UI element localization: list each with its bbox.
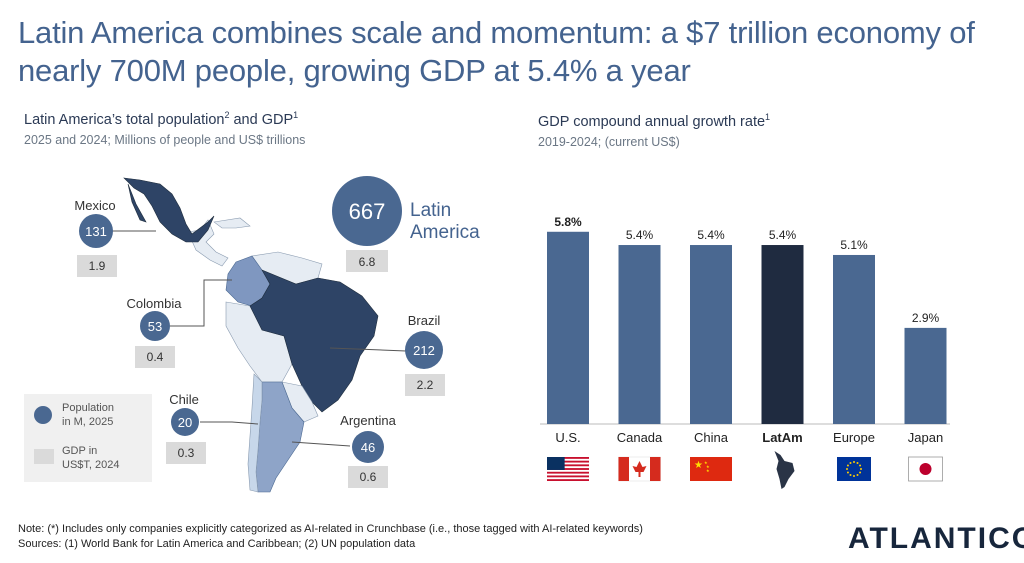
chile-connector bbox=[200, 421, 259, 425]
svg-text:★: ★ bbox=[694, 460, 703, 471]
bar-europe bbox=[833, 254, 875, 424]
svg-text:★: ★ bbox=[706, 468, 710, 473]
legend-population-line1: Population bbox=[62, 402, 114, 414]
bar-japan bbox=[904, 327, 947, 424]
map-connectors bbox=[112, 230, 407, 447]
argentina-gdp-box bbox=[348, 466, 388, 488]
latin-america-map bbox=[123, 177, 379, 493]
footer-sources: Sources: (1) World Bank for Latin Americ… bbox=[18, 538, 416, 550]
bar-value-label-europe: 5.1% bbox=[840, 238, 868, 252]
caribbean-shape bbox=[213, 217, 251, 229]
mexico-gdp-box bbox=[77, 255, 117, 277]
atlantico-logo: ATLANTICO bbox=[848, 522, 1024, 555]
chile-population-value: 20 bbox=[178, 415, 192, 430]
brazil-connector bbox=[329, 347, 407, 352]
argentina-population-value: 46 bbox=[361, 440, 375, 455]
chart-title-sup: 1 bbox=[765, 112, 771, 123]
bar-value-label-u-s: 5.8% bbox=[554, 215, 582, 229]
chile-gdp-box bbox=[166, 442, 206, 464]
argentina-population-bubble bbox=[352, 431, 384, 463]
mexico-label: Mexico bbox=[74, 198, 115, 213]
mexico-population-bubble bbox=[79, 214, 113, 248]
chart-title: GDP compound annual growth rate1 bbox=[538, 112, 771, 130]
latam-label-line2: America bbox=[410, 222, 480, 243]
legend-population-swatch bbox=[34, 406, 52, 424]
bar-value-label-latam: 5.4% bbox=[769, 228, 797, 242]
chart-subtitle: 2019-2024; (current US$) bbox=[538, 135, 680, 149]
category-label-canada: Canada bbox=[617, 430, 663, 445]
latam-gdp-box bbox=[346, 250, 388, 272]
svg-text:★: ★ bbox=[706, 464, 710, 469]
page-title: Latin America combines scale and momentu… bbox=[18, 15, 975, 88]
latam-population-bubble bbox=[332, 176, 402, 246]
china-flag-icon: ★ ★★★ bbox=[690, 457, 732, 481]
brazil-gdp-box bbox=[405, 374, 445, 396]
colombia-connector bbox=[170, 279, 232, 327]
chart-title-text: GDP compound annual growth rate bbox=[538, 114, 766, 130]
left-panel-title-sup1: 2 bbox=[224, 110, 230, 121]
population-map-figure: 667 Latin America 6.8 Mexico 131 1.9 Col… bbox=[24, 176, 480, 493]
mexico-shape bbox=[123, 177, 215, 243]
colombia-population-bubble bbox=[140, 311, 170, 341]
argentina-connector bbox=[291, 441, 351, 447]
brazil-shape bbox=[249, 269, 379, 413]
footer-note: Note: (*) Includes only companies explic… bbox=[18, 523, 643, 535]
colombia-label: Colombia bbox=[127, 296, 183, 311]
left-panel-title-mid: and GDP bbox=[229, 112, 294, 128]
latam-label-line1: Latin bbox=[410, 200, 451, 221]
argentina-gdp-value: 0.6 bbox=[360, 470, 377, 484]
category-label-japan: Japan bbox=[908, 430, 943, 445]
bar-value-label-japan: 2.9% bbox=[912, 311, 940, 325]
chile-shape bbox=[247, 373, 263, 493]
chile-population-bubble bbox=[171, 408, 199, 436]
colombia-gdp-box bbox=[135, 346, 175, 368]
argentina-label: Argentina bbox=[340, 413, 396, 428]
legend-population-line2: in M, 2025 bbox=[62, 416, 113, 428]
bar-value-label-canada: 5.4% bbox=[626, 228, 654, 242]
left-panel-subtitle: 2025 and 2024; Millions of people and US… bbox=[24, 133, 306, 147]
legend-gdp-line1: GDP in bbox=[62, 445, 97, 457]
colombia-gdp-value: 0.4 bbox=[147, 350, 164, 364]
category-label-u-s: U.S. bbox=[555, 430, 580, 445]
brazil-population-value: 212 bbox=[413, 343, 435, 358]
brazil-label: Brazil bbox=[408, 313, 441, 328]
japan-flag-icon bbox=[908, 456, 943, 482]
latam-population-value: 667 bbox=[349, 199, 386, 224]
bar-latam bbox=[761, 245, 804, 424]
europe-flag-icon bbox=[837, 457, 871, 481]
latam-gdp-value: 6.8 bbox=[359, 255, 376, 269]
latam-map-icon bbox=[774, 451, 795, 489]
brazil-population-bubble bbox=[405, 331, 443, 369]
category-label-europe: Europe bbox=[833, 430, 875, 445]
category-label-china: China bbox=[694, 430, 729, 445]
left-panel-title-sup2: 1 bbox=[293, 110, 299, 121]
canada-flag-icon bbox=[618, 456, 661, 482]
bar-value-label-china: 5.4% bbox=[697, 228, 725, 242]
chile-label: Chile bbox=[169, 392, 199, 407]
legend-gdp-line2: US$T, 2024 bbox=[62, 459, 119, 471]
gdp-growth-bar-chart: 5.8% U.S. 5.4% Canada 5.4% China 5.4% LatAm 5.1%… bbox=[540, 215, 950, 489]
svg-text:★: ★ bbox=[704, 460, 708, 465]
legend-gdp-swatch bbox=[34, 449, 54, 464]
chile-gdp-value: 0.3 bbox=[178, 446, 195, 460]
us-flag-icon bbox=[547, 457, 589, 481]
brazil-gdp-value: 2.2 bbox=[417, 378, 434, 392]
bar-canada bbox=[618, 245, 661, 424]
mexico-gdp-value: 1.9 bbox=[89, 259, 106, 273]
category-label-latam: LatAm bbox=[762, 430, 802, 445]
left-panel-title: Latin America’s total population2 and GD… bbox=[24, 110, 299, 128]
colombia-population-value: 53 bbox=[148, 319, 162, 334]
bar-china bbox=[690, 245, 732, 424]
bar-u-s bbox=[547, 231, 589, 424]
left-panel-title-text: Latin America’s total population bbox=[24, 112, 225, 128]
mexico-population-value: 131 bbox=[85, 224, 107, 239]
map-legend: Population in M, 2025 GDP in US$T, 2024 bbox=[24, 394, 152, 482]
